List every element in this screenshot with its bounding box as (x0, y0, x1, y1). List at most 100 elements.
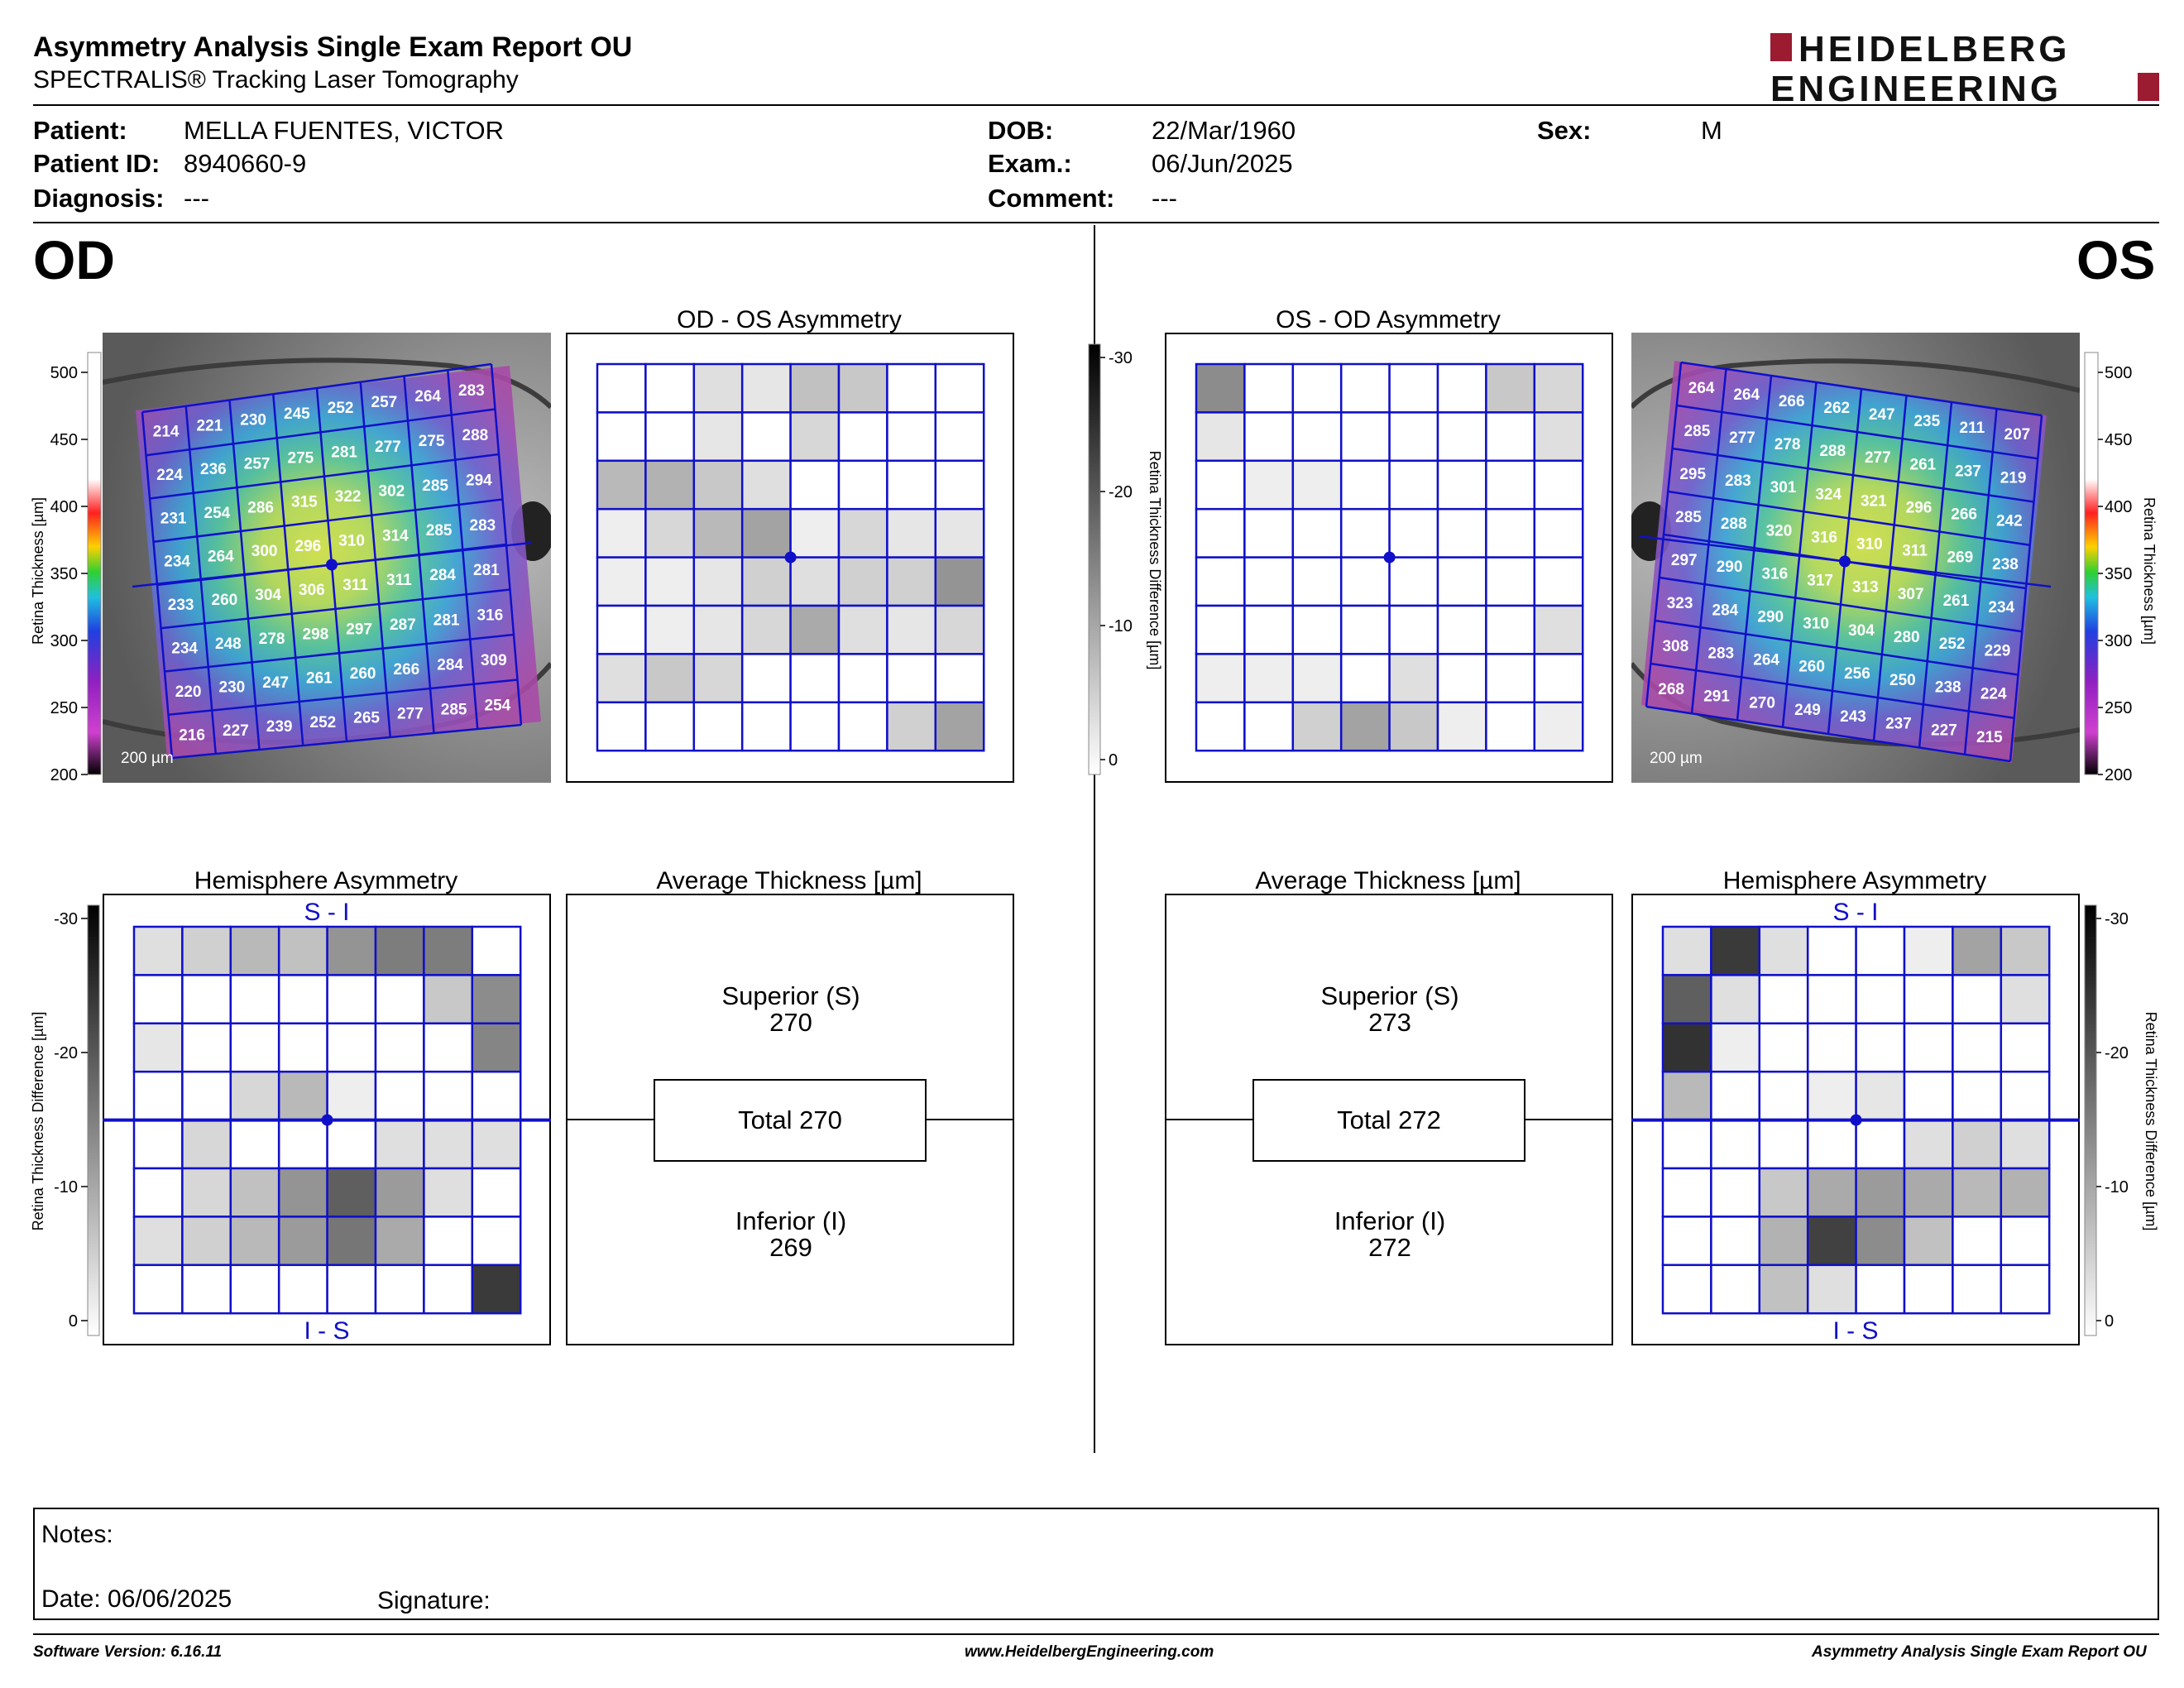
os-map-thickness-value: 264 (1733, 386, 1760, 404)
od-map-thickness-value: 306 (299, 582, 325, 599)
od-hemi-cell (229, 1022, 280, 1073)
od-thickness-scale-tick-label: 250 (50, 699, 78, 717)
signature-label: Signature: (377, 1587, 491, 1614)
os-map-thickness-value: 207 (2004, 426, 2031, 444)
center-diff-scale-tick-label: -20 (1109, 483, 1133, 501)
od-map-thickness-value: 233 (168, 597, 194, 614)
os-hemi-bottom-label: I - S (1832, 1317, 1878, 1345)
os-hemi-cell (1855, 1216, 1906, 1267)
os-map-thickness-value: 316 (1811, 529, 1837, 546)
od-inferior-value: 269 (769, 1233, 812, 1262)
os-asym-cell (1291, 701, 1343, 752)
od-map-thickness-value: 257 (244, 455, 271, 472)
od-map-thickness-value: 214 (153, 424, 180, 441)
od-thickness-scale-tick-label: 400 (50, 498, 78, 516)
os-hemi-scale-tick-label: 0 (2105, 1312, 2114, 1331)
od-hemi-bottom-label: I - S (304, 1317, 349, 1345)
os-asym-cell (1291, 556, 1343, 607)
dob-value: 22/Mar/1960 (1152, 116, 1296, 145)
os-asym-cell (1533, 701, 1584, 752)
os-map-thickness-value: 227 (1931, 722, 1957, 740)
os-asym-cell (1291, 653, 1343, 704)
od-hemi-cell (326, 1022, 377, 1073)
os-hemi-cell (1855, 1070, 1906, 1121)
os-total-label: Total 272 (1337, 1105, 1441, 1134)
os-asym-cell (1243, 604, 1295, 655)
od-map-thickness-value: 285 (426, 522, 453, 539)
os-asym-cell (1436, 507, 1487, 559)
os-map-thickness-value: 261 (1943, 592, 1970, 610)
os-asym-cell (1388, 411, 1439, 463)
os-hemi-cell (1758, 974, 1809, 1025)
od-asym-cell (837, 507, 888, 559)
od-map-thickness-value: 316 (477, 607, 504, 625)
od-asym-cell (644, 411, 696, 463)
od-map-thickness-value: 264 (414, 388, 441, 405)
os-map-thickness-value: 296 (1906, 499, 1933, 516)
os-hemi-cell (1661, 1022, 1712, 1073)
os-asym-cell (1243, 362, 1295, 414)
od-map-scale: 200 µm (121, 750, 174, 767)
os-asym-cell (1388, 556, 1439, 607)
od-asym-cell (934, 556, 985, 607)
os-hemi-top-label: S - I (1832, 899, 1878, 926)
os-asym-cell (1388, 604, 1439, 655)
od-hemi-cell (374, 1022, 425, 1073)
od-map-thickness-value: 231 (160, 510, 187, 527)
os-asym-cell (1243, 556, 1295, 607)
od-map-thickness-value: 281 (433, 611, 460, 629)
notes-box[interactable]: Notes: Date: 06/06/2025 Signature: (33, 1508, 2159, 1620)
os-asym-cell (1485, 362, 1536, 414)
diagnosis-value: --- (184, 184, 209, 213)
od-asym-cell (886, 362, 937, 414)
os-asym-cell (1243, 411, 1295, 463)
od-hemi-cell (277, 1216, 328, 1267)
od-asym-cell (740, 556, 792, 607)
od-asym-cell (692, 604, 744, 655)
od-map-thickness-value: 254 (485, 697, 511, 714)
od-map-thickness-value: 245 (284, 405, 310, 423)
logo-line2: ENGINEERING (1770, 69, 2062, 104)
od-map-thickness-value: 230 (240, 411, 266, 429)
od-map-thickness-value: 236 (200, 461, 227, 478)
od-hemi-cell (229, 1070, 280, 1121)
os-asym-cell (1533, 653, 1584, 704)
os-map-grid-line (2009, 415, 2043, 762)
od-map-grid-line (164, 633, 515, 673)
os-map-thickness-value: 277 (1729, 429, 1755, 447)
os-hemi-cell (1758, 1119, 1809, 1170)
od-map-thickness-value: 281 (331, 444, 357, 462)
notes-label: Notes: (41, 1521, 113, 1548)
os-thickness-scale-tick-label: 400 (2105, 498, 2132, 516)
header-divider (33, 104, 2159, 106)
od-hemisphere-panel: S - I I - S (103, 894, 551, 1345)
os-map-grid-line (1645, 705, 2011, 763)
os-inferior-value: 272 (1368, 1233, 1411, 1262)
os-hemi-cell (1903, 925, 1954, 976)
os-thickness-scale-tick-label: 250 (2105, 699, 2132, 717)
od-hemi-cell (132, 1022, 184, 1073)
diagnosis-label: Diagnosis: (33, 184, 165, 213)
od-asym-cell (740, 411, 792, 463)
os-map-thickness-value: 301 (1770, 479, 1797, 496)
od-hemi-scale-axis-label: Retina Thickness Difference [µm] (30, 1012, 46, 1231)
os-asymmetry-panel (1165, 333, 1613, 783)
od-thickness-scale-tick-label: 350 (50, 565, 78, 583)
os-map-thickness-value: 270 (1749, 695, 1775, 712)
os-thickness-scale-tick-label: 350 (2105, 565, 2132, 583)
os-hemi-cell (1758, 925, 1809, 976)
os-hemi-cell (1952, 1022, 2003, 1073)
website-link[interactable]: www.HeidelbergEngineering.com (965, 1643, 1214, 1661)
os-hemi-cell (1855, 1264, 1906, 1315)
os-map-thickness-value: 219 (2000, 469, 2027, 487)
os-map-fovea-marker (1839, 555, 1851, 568)
os-asym-cell (1388, 507, 1439, 559)
report-title: Asymmetry Analysis Single Exam Report OU (33, 31, 633, 63)
od-asymmetry-panel (566, 333, 1014, 783)
os-map-thickness-value: 237 (1955, 463, 1981, 480)
od-asym-cell (886, 507, 937, 559)
os-map-thickness-value: 278 (1774, 436, 1801, 453)
os-asym-cell (1339, 362, 1391, 414)
os-map-thickness-value: 288 (1819, 443, 1846, 460)
od-map-thickness-value: 234 (164, 554, 190, 571)
